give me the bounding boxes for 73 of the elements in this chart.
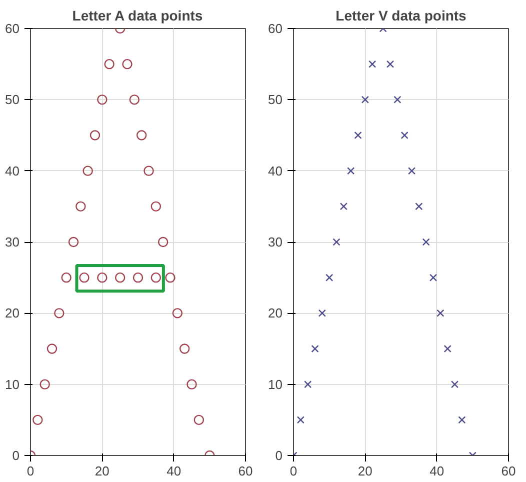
point [304,380,312,388]
point [150,272,162,283]
y-tick-label: 40 [268,163,283,178]
y-tick-label: 10 [268,376,283,392]
point [32,414,43,426]
point [158,236,168,248]
y-tick-label: 50 [268,92,283,108]
point [450,380,459,388]
point [97,94,108,105]
y-tick-label: 30 [268,234,283,250]
x-tick-label: 40 [430,464,444,478]
point [90,130,100,140]
point [172,308,183,318]
x-tick-label: 20 [358,464,372,478]
point [179,344,190,354]
point [114,272,126,283]
point [68,236,79,248]
point [76,201,86,212]
point [361,96,369,104]
point [122,58,132,70]
point [150,201,162,212]
chart-title: Letter V data points [336,8,467,24]
point [129,94,140,105]
point [354,131,362,140]
point [436,309,444,317]
point [79,272,90,283]
point [61,272,72,283]
point [408,167,416,175]
point [422,238,430,246]
point [332,238,340,246]
y-tick-label: 40 [5,163,20,178]
point [186,379,197,390]
y-tick-label: 60 [5,21,20,36]
point [340,202,348,210]
point [311,344,319,353]
y-tick-label: 0 [275,448,283,463]
point [97,272,108,283]
point [296,416,304,424]
x-tick-label: 0 [26,464,34,478]
y-tick-label: 20 [268,306,283,321]
point [415,202,423,210]
point [400,131,408,140]
point [82,166,93,176]
x-tick-label: 20 [94,464,110,478]
point [136,130,147,140]
y-tick-label: 20 [5,306,20,321]
point [165,272,176,283]
point [394,96,402,104]
chart-title: Letter A data points [72,8,203,24]
point [326,274,334,282]
point [46,344,58,354]
x-tick-label: 60 [238,464,253,478]
point [318,309,326,317]
point [132,272,144,283]
point [104,58,114,70]
point [54,308,64,318]
point [458,416,466,424]
point [386,60,394,68]
point [40,379,50,390]
y-tick-label: 60 [268,21,283,36]
point [347,167,355,175]
y-tick-label: 30 [5,234,20,250]
point [194,414,204,426]
x-tick-label: 60 [501,464,516,478]
point [444,344,452,353]
point [144,166,154,176]
x-tick-label: 40 [166,464,182,478]
y-tick-label: 50 [5,92,20,108]
y-tick-label: 0 [12,448,20,463]
x-tick-label: 0 [290,464,298,478]
point [368,60,376,68]
y-tick-label: 10 [5,376,20,392]
point [429,274,438,282]
